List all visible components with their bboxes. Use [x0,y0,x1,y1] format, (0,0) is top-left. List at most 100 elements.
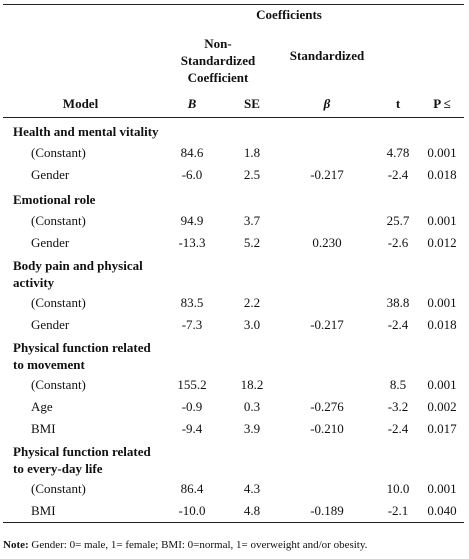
section-heading-row: Emotional role [3,186,464,210]
nonstandardized-line-1: Non- [204,36,232,51]
cell-p: 0.001 [427,377,457,392]
cell-se: 1.8 [243,145,261,160]
cell-beta [278,142,376,164]
cell-se: 4.3 [243,481,261,496]
cell-se: 3.0 [243,317,261,332]
note-text: Gender: 0= male, 1= female; BMI: 0=norma… [28,539,368,551]
nonstandardized-heading: Non- Standardized Coefficient [158,26,278,92]
row-label: BMI [31,421,56,436]
col-se: SE [226,91,278,118]
cell-se: 3.7 [243,213,261,228]
section-title: Body pain and physical activity [3,254,278,292]
coefficients-table: Coefficients Non- Standardized Coefficie… [3,4,465,523]
cell-b: 86.4 [180,481,204,496]
cell-t: -2.4 [387,167,409,182]
cell-se: 2.2 [243,295,261,310]
cell-b: -13.3 [178,235,206,250]
cell-beta: -0.276 [310,399,344,414]
section-heading-row: Physical function related to movement [3,336,464,374]
cell-t: 25.7 [386,213,410,228]
row-label: Age [31,399,53,414]
cell-beta: -0.189 [278,500,376,523]
row-label: (Constant) [31,481,86,496]
cell-t: -2.4 [387,421,409,436]
section-title-line: to movement [13,357,85,372]
row-label: Gender [31,235,70,250]
table-row: Gender -7.3 3.0 -0.217 -2.4 0.018 [3,314,464,336]
cell-p: 0.001 [427,213,457,228]
coefficients-heading: Coefficients [158,4,421,26]
cell-beta [278,374,376,396]
cell-p: 0.040 [420,500,465,523]
cell-p: 0.001 [427,145,457,160]
col-t: t [376,91,421,118]
table-row: Gender -6.0 2.5 -0.217 -2.4 0.018 [3,164,464,186]
row-label: BMI [3,500,158,523]
cell-b: -7.3 [181,317,203,332]
cell-b: -10.0 [158,500,226,523]
section-title: Physical function related to movement [3,336,278,374]
cell-se: 0.3 [243,399,261,414]
standardized-heading: Standardized [289,47,365,63]
col-b: B [158,91,226,118]
cell-t: 4.78 [386,145,410,160]
cell-beta [278,478,376,500]
cell-b: 84.6 [180,145,204,160]
table-row: Age -0.9 0.3 -0.276 -3.2 0.002 [3,396,464,418]
table-row: (Constant) 84.6 1.8 4.78 0.001 [3,142,464,164]
section-heading-row: Health and mental vitality [3,118,464,143]
section-heading-row: Body pain and physical activity [3,254,464,292]
cell-se: 5.2 [243,235,261,250]
cell-beta: -0.217 [310,317,344,332]
cell-t: -2.1 [376,500,421,523]
table-row: Gender -13.3 5.2 0.230 -2.6 0.012 [3,232,464,254]
cell-t: 38.8 [386,295,410,310]
cell-t: -2.4 [387,317,409,332]
cell-b: -6.0 [181,167,203,182]
header-row-groups: Non- Standardized Coefficient Standardiz… [3,26,464,92]
cell-beta: 0.230 [312,235,342,250]
col-model: Model [3,91,158,118]
table-row: BMI -10.0 4.8 -0.189 -2.1 0.040 [3,500,465,523]
cell-b: 94.9 [180,213,204,228]
cell-beta [278,292,376,314]
section-title-line: Body pain and physical [13,258,143,273]
cell-p: 0.018 [427,317,457,332]
nonstandardized-line-2: Standardized [180,53,256,68]
cell-se: 2.5 [243,167,261,182]
col-beta: β [278,91,376,118]
cell-b: -0.9 [181,399,203,414]
col-p: P ≤ [420,91,465,118]
cell-se: 4.8 [226,500,278,523]
header-row-columns: Model B SE β t P ≤ [3,91,465,118]
cell-beta [278,210,376,232]
section-title: Emotional role [3,186,278,210]
note-label: Note: [3,539,29,551]
row-label: Gender [31,167,70,182]
cell-b: 83.5 [180,295,204,310]
cell-se: 3.9 [243,421,261,436]
header-row-coefficients: Coefficients [3,4,465,26]
table-row: BMI -9.4 3.9 -0.210 -2.4 0.017 [3,418,464,440]
section-heading-row: Physical function related to every-day li… [3,440,464,478]
cell-beta: -0.210 [310,421,344,436]
table-row: (Constant) 86.4 4.3 10.0 0.001 [3,478,464,500]
cell-t: -2.6 [387,235,409,250]
cell-p: 0.002 [427,399,457,414]
cell-p: 0.017 [427,421,457,436]
section-title-line: Physical function related [13,444,151,459]
section-title-line: Health and mental vitality [13,123,159,139]
cell-se: 18.2 [240,377,264,392]
cell-b: 155.2 [177,377,207,392]
cell-p: 0.018 [427,167,457,182]
row-label: (Constant) [31,377,86,392]
row-label: (Constant) [31,145,86,160]
cell-t: -3.2 [387,399,409,414]
section-title-line: activity [13,275,55,290]
cell-t: 10.0 [386,481,410,496]
table-note: Note: Gender: 0= male, 1= female; BMI: 0… [3,539,367,551]
cell-b: -9.4 [181,421,203,436]
row-label: Gender [31,317,70,332]
section-title: Health and mental vitality [3,118,278,143]
